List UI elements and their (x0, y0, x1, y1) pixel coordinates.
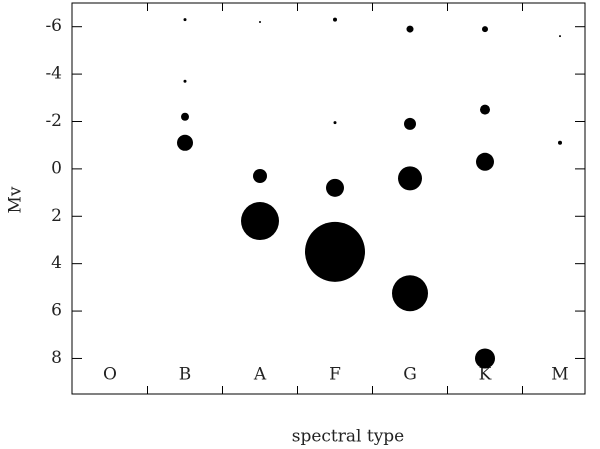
bubble (326, 178, 344, 197)
bubble (476, 152, 494, 171)
bubble (305, 221, 365, 282)
bubble (398, 166, 422, 191)
category-label: F (329, 365, 341, 385)
bubble (406, 25, 414, 33)
bubble (480, 104, 490, 115)
bubble (183, 18, 187, 22)
bubble (333, 121, 337, 125)
category-label: G (403, 365, 417, 385)
bubble (333, 17, 337, 22)
bubble (241, 202, 279, 241)
bubble (253, 168, 267, 183)
bubble (482, 26, 488, 33)
y-tick-label: -4 (45, 64, 62, 84)
bubble (404, 117, 416, 130)
y-tick-label: 4 (51, 253, 62, 273)
y-tick-label: 8 (51, 348, 62, 368)
y-tick-label: 6 (51, 301, 62, 321)
bubble (475, 348, 495, 369)
bubble (181, 112, 189, 121)
bubble (558, 140, 562, 145)
bubble (559, 35, 561, 38)
x-axis-label: spectral type (292, 427, 405, 447)
bubble (183, 79, 187, 83)
bubble (259, 20, 261, 23)
category-label: O (103, 365, 117, 385)
category-label: A (253, 365, 267, 385)
y-tick-label: 2 (51, 206, 62, 226)
y-tick-label: 0 (51, 158, 62, 178)
bubble (392, 275, 428, 312)
y-tick-label: -6 (45, 16, 62, 36)
plot-frame (71, 2, 586, 395)
y-tick-label: -2 (45, 111, 62, 131)
y-axis-label: Mv (6, 186, 26, 213)
bubble (177, 134, 193, 151)
category-label: B (179, 365, 192, 385)
category-label: K (479, 365, 492, 385)
category-label: M (551, 365, 568, 385)
